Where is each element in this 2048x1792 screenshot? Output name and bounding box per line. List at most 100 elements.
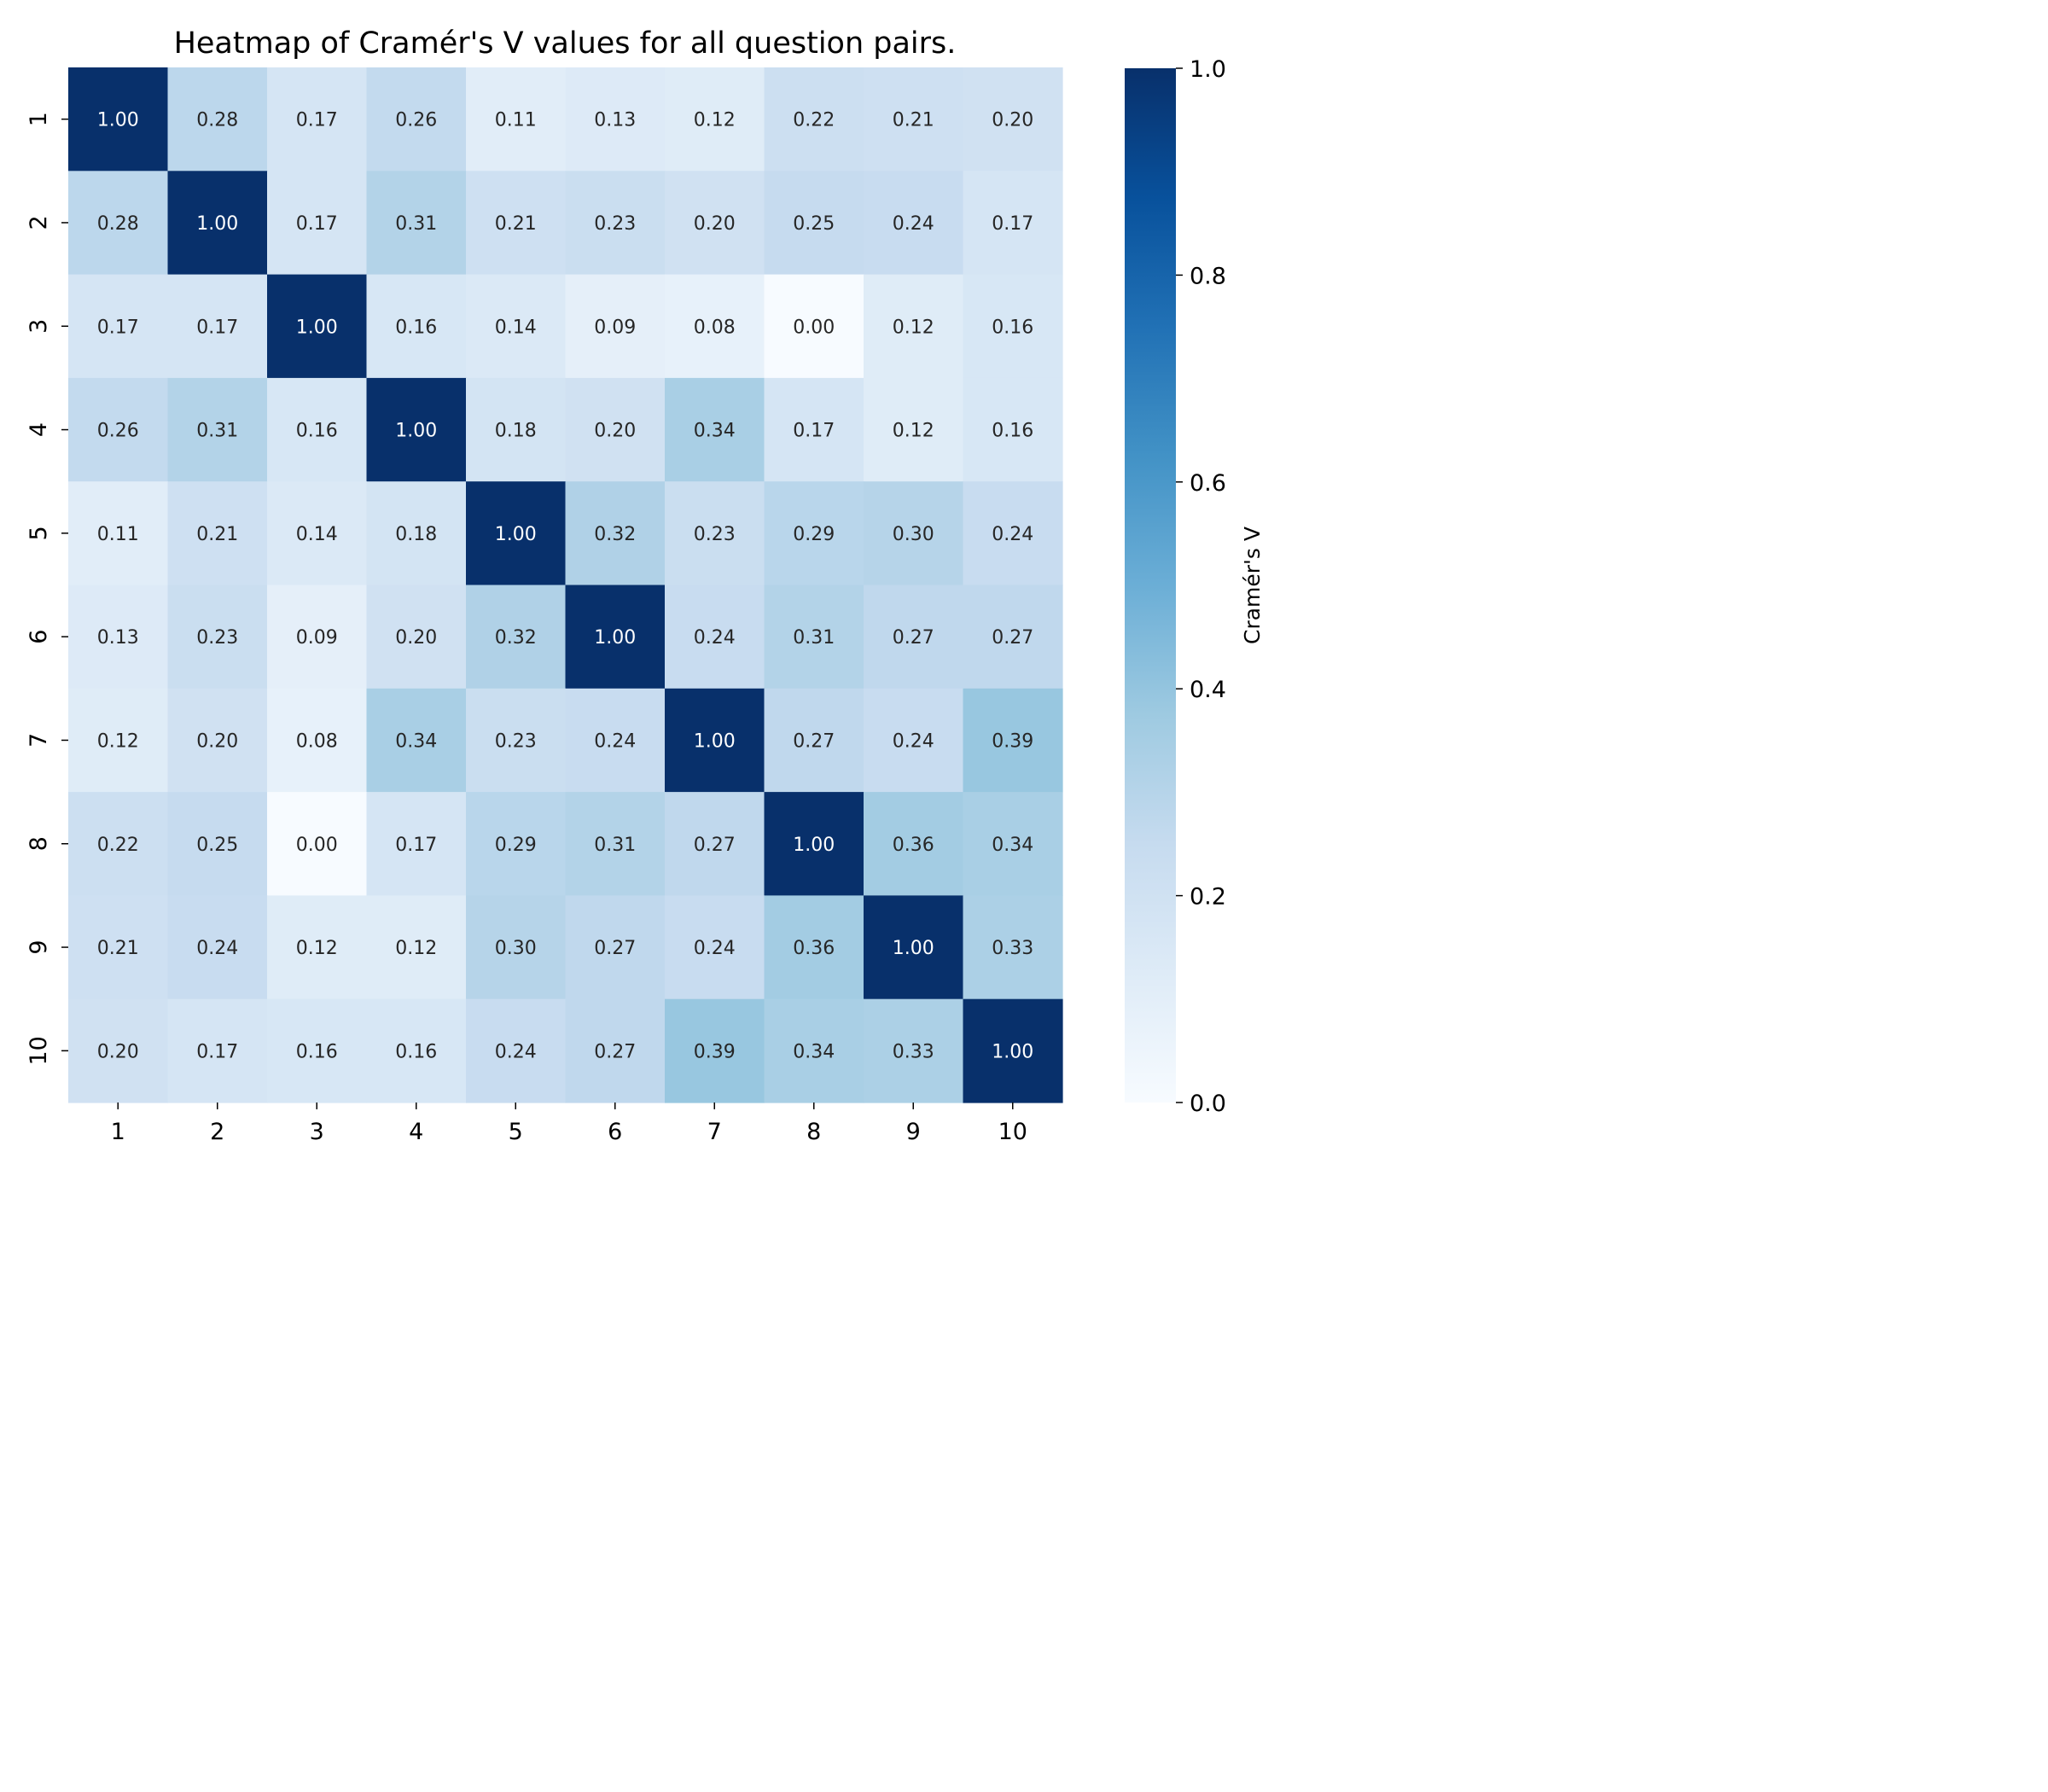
heatmap-cell-r1-c6	[565, 67, 666, 172]
heatmap-cell-r10-c1	[68, 998, 169, 1103]
heatmap-cell-r2-c10	[963, 171, 1063, 276]
cell-value-label: 0.16	[395, 1041, 437, 1062]
cell-value-label: 0.21	[196, 524, 238, 545]
colorbar-tick-label: 0.2	[1190, 884, 1226, 911]
cell-value-label: 0.18	[495, 421, 537, 442]
colorbar-tick-label: 0.0	[1190, 1091, 1226, 1117]
y-tick-label: 7	[26, 733, 52, 748]
cell-value-label: 0.27	[694, 835, 736, 856]
heatmap-cell-r1-c5	[466, 67, 567, 172]
colorbar-tick-label: 0.4	[1190, 677, 1226, 703]
heatmap-cell-r2-c6	[565, 171, 666, 276]
heatmap-cell-r7-c8	[764, 688, 864, 793]
heatmap-cell-r8-c1	[68, 792, 169, 896]
heatmap-cell-r3-c8	[764, 274, 864, 379]
heatmap-chart: Heatmap of Cramér's V values for all que…	[0, 0, 1319, 1154]
cell-value-label: 1.00	[992, 1041, 1033, 1062]
heatmap-cell-r8-c3	[267, 792, 368, 896]
heatmap-cell-r8-c8	[764, 792, 864, 896]
cell-value-label: 0.27	[594, 1041, 636, 1062]
cell-value-label: 0.18	[395, 524, 437, 545]
heatmap-cell-r3-c4	[366, 274, 467, 379]
cell-value-label: 0.23	[594, 213, 636, 235]
heatmap-cell-r4-c7	[665, 377, 765, 482]
heatmap-cell-r10-c6	[565, 998, 666, 1103]
heatmap-cell-r5-c6	[565, 481, 666, 586]
cell-value-label: 0.08	[296, 730, 338, 752]
heatmap-cell-r7-c4	[366, 688, 467, 793]
cell-value-label: 0.14	[296, 524, 338, 545]
x-tick-label: 7	[707, 1119, 722, 1145]
heatmap-cell-r2-c2	[167, 171, 268, 276]
cell-value-label: 0.34	[694, 421, 736, 442]
y-tick-label: 3	[26, 319, 52, 334]
y-axis: 1 2 3 4 5 6 7 8 9 10	[26, 112, 68, 1066]
cell-value-label: 0.12	[694, 110, 736, 131]
cell-value-label: 0.32	[594, 524, 636, 545]
cell-value-label: 0.16	[296, 1041, 338, 1062]
cell-value-label: 1.00	[97, 110, 139, 131]
cell-value-label: 0.00	[296, 835, 338, 856]
cell-value-label: 1.00	[395, 421, 437, 442]
cell-value-label: 0.24	[893, 213, 934, 235]
heatmap-cell-r1-c8	[764, 67, 864, 172]
heatmap-cell-r10-c2	[167, 998, 268, 1103]
heatmap-cell-r6-c3	[267, 585, 368, 689]
cell-value-label: 0.24	[495, 1041, 537, 1062]
heatmap-cell-r3-c3	[267, 274, 368, 379]
y-tick-label: 4	[26, 422, 52, 437]
heatmap-cells	[68, 67, 1063, 1103]
heatmap-cell-r5-c9	[864, 481, 964, 586]
heatmap-cell-r9-c1	[68, 895, 169, 1000]
cell-value-label: 0.27	[594, 938, 636, 959]
cell-value-label: 0.12	[97, 730, 139, 752]
cell-value-label: 0.20	[594, 421, 636, 442]
cell-value-label: 0.21	[495, 213, 537, 235]
cell-value-label: 0.31	[395, 213, 437, 235]
cell-value-label: 0.09	[594, 317, 636, 338]
heatmap-cell-r4-c1	[68, 377, 169, 482]
cell-value-label: 0.30	[893, 524, 934, 545]
colorbar-label: Cramér's V	[1240, 527, 1265, 644]
heatmap-cell-r4-c3	[267, 377, 368, 482]
cell-value-label: 0.12	[296, 938, 338, 959]
heatmap-cell-r2-c8	[764, 171, 864, 276]
cell-value-label: 0.13	[594, 110, 636, 131]
cell-value-label: 0.31	[196, 421, 238, 442]
heatmap-cell-r5-c3	[267, 481, 368, 586]
y-tick-label: 1	[26, 112, 52, 126]
heatmap-cell-r8-c10	[963, 792, 1063, 896]
heatmap-cell-r10-c4	[366, 998, 467, 1103]
heatmap-cell-r7-c9	[864, 688, 964, 793]
cell-value-label: 0.33	[992, 938, 1033, 959]
heatmap-cell-r5-c7	[665, 481, 765, 586]
heatmap-cell-r3-c9	[864, 274, 964, 379]
heatmap-cell-r6-c8	[764, 585, 864, 689]
heatmap-cell-r8-c7	[665, 792, 765, 896]
cell-value-label: 0.28	[97, 213, 139, 235]
y-tick-label: 8	[26, 836, 52, 851]
cell-value-label: 0.26	[395, 110, 437, 131]
heatmap-cell-r6-c4	[366, 585, 467, 689]
heatmap-cell-r3-c5	[466, 274, 567, 379]
heatmap-cell-r6-c5	[466, 585, 567, 689]
heatmap-cell-r9-c5	[466, 895, 567, 1000]
cell-value-label: 0.13	[97, 627, 139, 649]
cell-value-label: 0.27	[793, 730, 835, 752]
cell-value-label: 0.31	[793, 627, 835, 649]
heatmap-cell-r3-c2	[167, 274, 268, 379]
heatmap-cell-r3-c7	[665, 274, 765, 379]
cell-value-label: 1.00	[694, 730, 736, 752]
cell-value-label: 0.17	[395, 835, 437, 856]
heatmap-cell-r6-c9	[864, 585, 964, 689]
heatmap-cell-r8-c9	[864, 792, 964, 896]
heatmap-cell-r7-c7	[665, 688, 765, 793]
colorbar-gradient	[1125, 68, 1176, 1103]
cell-value-label: 0.23	[495, 730, 537, 752]
heatmap-cell-r1-c9	[864, 67, 964, 172]
heatmap-cell-r10-c10	[963, 998, 1063, 1103]
heatmap-cell-r10-c3	[267, 998, 368, 1103]
cell-value-label: 0.16	[992, 317, 1033, 338]
x-tick-label: 8	[806, 1119, 821, 1145]
cell-value-label: 0.29	[495, 835, 537, 856]
